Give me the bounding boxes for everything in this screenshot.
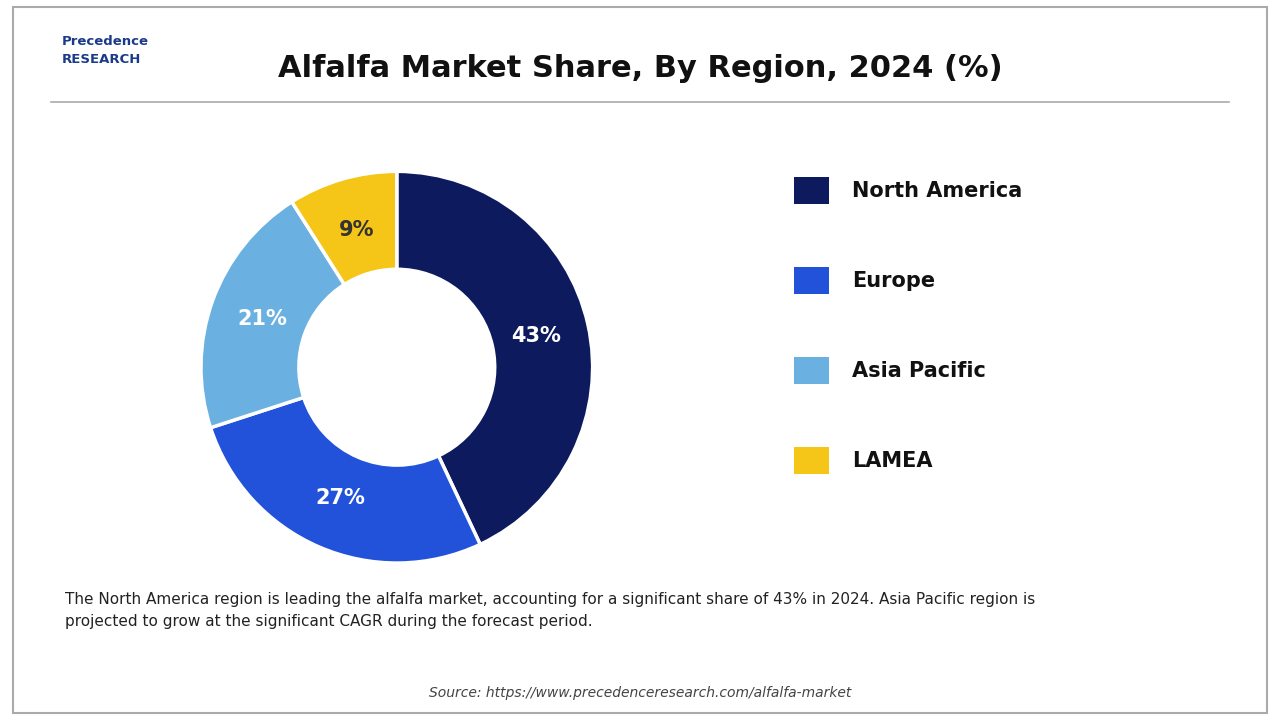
Wedge shape — [201, 202, 344, 428]
Text: 27%: 27% — [315, 488, 365, 508]
Text: 21%: 21% — [237, 309, 287, 329]
Text: 9%: 9% — [339, 220, 375, 240]
Text: North America: North America — [852, 181, 1023, 201]
Wedge shape — [210, 397, 480, 563]
Wedge shape — [292, 171, 397, 284]
Text: Asia Pacific: Asia Pacific — [852, 361, 987, 381]
Text: Alfalfa Market Share, By Region, 2024 (%): Alfalfa Market Share, By Region, 2024 (%… — [278, 54, 1002, 83]
Text: The North America region is leading the alfalfa market, accounting for a signifi: The North America region is leading the … — [65, 592, 1036, 629]
Text: 43%: 43% — [512, 326, 561, 346]
Text: Europe: Europe — [852, 271, 936, 291]
Text: LAMEA: LAMEA — [852, 451, 933, 471]
Text: Precedence
RESEARCH: Precedence RESEARCH — [61, 35, 148, 66]
Wedge shape — [397, 171, 593, 544]
Text: Source: https://www.precedenceresearch.com/alfalfa-market: Source: https://www.precedenceresearch.c… — [429, 685, 851, 700]
